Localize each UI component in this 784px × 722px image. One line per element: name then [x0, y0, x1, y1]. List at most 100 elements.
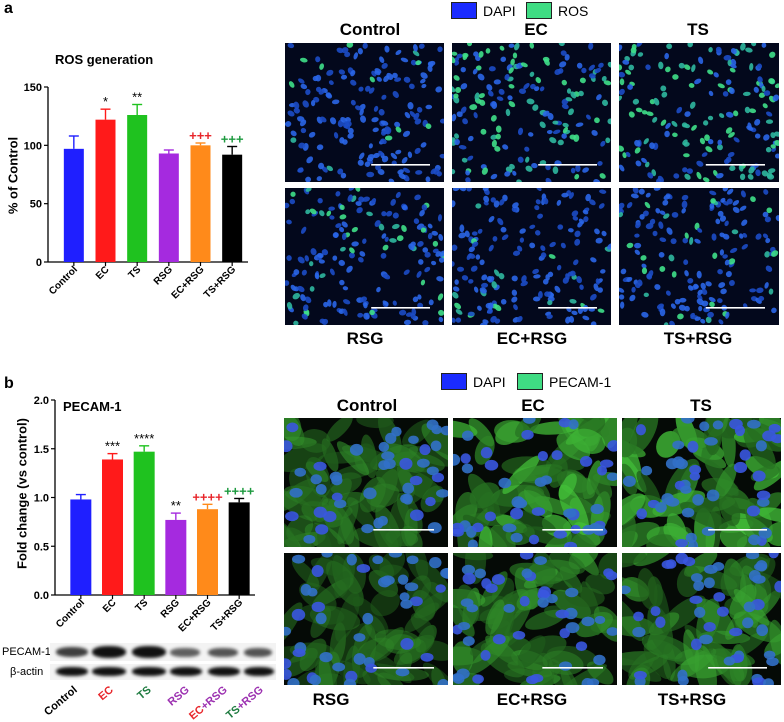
cell-nucleus [329, 117, 337, 125]
cell-nucleus [577, 307, 584, 314]
cell-nucleus [462, 118, 469, 125]
cell-nucleus [591, 129, 598, 136]
cell-nucleus [512, 52, 518, 59]
cell-nucleus [687, 440, 699, 453]
micrograph-b-control [284, 418, 448, 547]
cell-nucleus [681, 200, 688, 209]
cell-nucleus [419, 209, 425, 217]
cell-nucleus [665, 122, 671, 129]
cell-nucleus [365, 85, 371, 92]
cell-nucleus [485, 583, 498, 593]
cell-nucleus [400, 638, 414, 650]
cell-nucleus [297, 256, 305, 264]
cell-nucleus [497, 217, 504, 226]
cell-nucleus [758, 92, 766, 98]
cell-nucleus [645, 192, 651, 198]
pecam-chart-title: PECAM-1 [63, 399, 122, 414]
cell-nucleus [285, 121, 292, 127]
cell-nucleus [665, 290, 671, 296]
cell-nucleus [358, 86, 364, 92]
cell-nucleus [743, 601, 756, 613]
cell-nucleus [332, 232, 339, 239]
cell-nucleus [561, 133, 567, 139]
cell-nucleus [730, 58, 737, 66]
cell-nucleus [408, 243, 415, 251]
cell-body [766, 521, 781, 547]
blot-lane-label-part: RSG [165, 684, 192, 709]
cell-nucleus [350, 79, 357, 86]
cell-nucleus [578, 218, 585, 224]
cell-nucleus [668, 254, 675, 262]
cell-nucleus [427, 232, 433, 240]
cell-nucleus [503, 603, 515, 613]
cell-nucleus [478, 51, 484, 58]
cell-nucleus [619, 78, 625, 86]
cell-body [636, 471, 661, 505]
cell-nucleus [763, 134, 770, 141]
cell-nucleus [708, 90, 714, 97]
cell-nucleus [305, 188, 312, 192]
cell-nucleus [607, 61, 611, 68]
cell-nucleus [711, 233, 717, 241]
cell-nucleus [346, 43, 354, 48]
cell-nucleus [392, 300, 397, 306]
cell-nucleus [302, 100, 309, 108]
cell-nucleus [641, 157, 647, 164]
cell-nucleus [431, 230, 439, 236]
cell-nucleus [706, 489, 720, 502]
cell-nucleus [339, 279, 345, 286]
cell-nucleus [291, 608, 306, 621]
cell-nucleus [392, 91, 399, 98]
blot-lane-label-part: +RSG [198, 684, 230, 713]
cell-nucleus [355, 201, 362, 207]
micro-b-title-control: Control [336, 396, 398, 415]
cell-nucleus [341, 221, 348, 228]
pecam-bar-chart: 0.0 0.5 1.0 1.5 2.0 Control *** EC **** TS ** RSG ++… [34, 395, 255, 634]
blot-strip-pecam [50, 643, 276, 661]
cell-nucleus [452, 291, 459, 299]
cell-nucleus [487, 90, 494, 97]
cell-nucleus [698, 305, 703, 312]
cell-nucleus [453, 453, 461, 466]
cell-nucleus [336, 47, 344, 54]
cell-nucleus [599, 189, 607, 194]
cell-nucleus [368, 143, 373, 149]
cell-nucleus [315, 483, 327, 495]
cell-nucleus [586, 114, 591, 120]
cell-body [622, 553, 647, 564]
cell-nucleus [394, 77, 402, 82]
cell-nucleus [708, 297, 716, 303]
cell-nucleus [431, 472, 445, 483]
cell-nucleus [373, 105, 379, 112]
cell-nucleus [640, 255, 647, 261]
cell-nucleus [729, 280, 735, 286]
cell-nucleus [381, 94, 387, 100]
cell-nucleus [534, 230, 541, 236]
cell-nucleus [302, 304, 309, 312]
cell-nucleus [467, 155, 474, 161]
cell-nucleus [637, 279, 643, 287]
cell-nucleus [293, 107, 300, 114]
cell-nucleus [647, 172, 654, 179]
cell-nucleus [703, 621, 716, 632]
cell-nucleus [670, 238, 677, 245]
cell-nucleus [693, 283, 699, 290]
cell-nucleus [465, 177, 471, 182]
cell-nucleus [596, 465, 608, 476]
cell-nucleus [309, 261, 314, 267]
cell-nucleus [594, 67, 602, 74]
cell-nucleus [508, 101, 516, 108]
cell-nucleus [699, 137, 706, 145]
scale-bar [538, 164, 597, 166]
cell-nucleus [529, 71, 535, 77]
scale-bar [542, 529, 603, 531]
cell-nucleus [765, 238, 771, 244]
cell-nucleus [607, 118, 611, 125]
cell-nucleus [546, 314, 553, 319]
cell-nucleus [679, 297, 687, 303]
cell-nucleus [683, 123, 691, 129]
cell-body [370, 590, 400, 617]
cell-nucleus [538, 586, 552, 599]
cell-nucleus [718, 282, 726, 288]
micro-a-title-control: Control [339, 20, 401, 39]
